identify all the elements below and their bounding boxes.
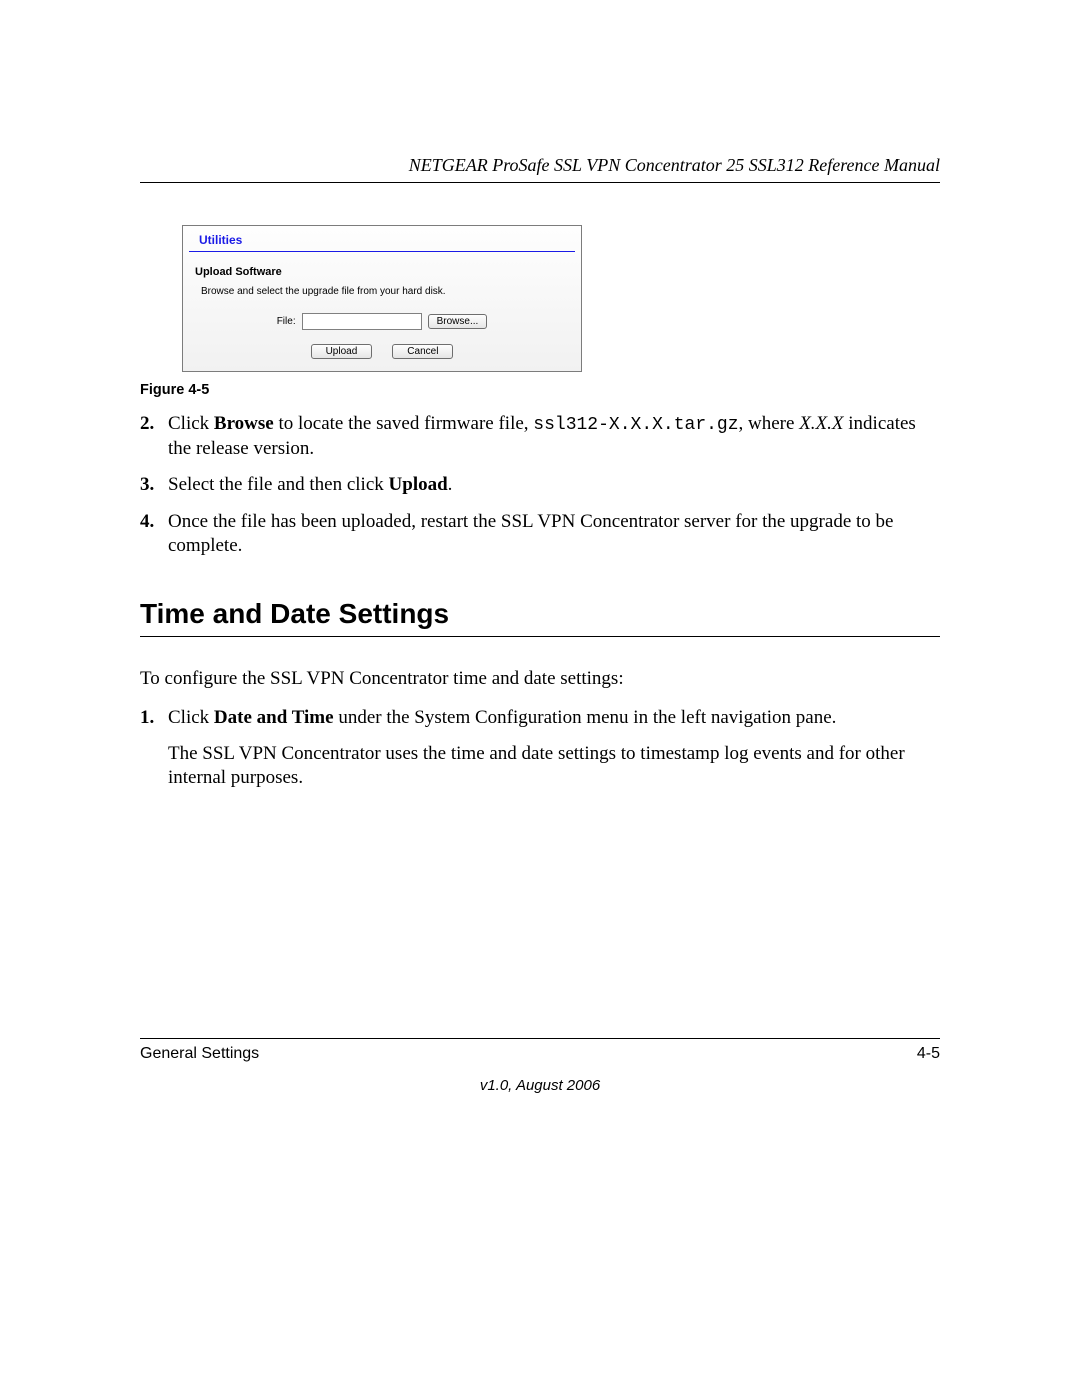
cancel-button[interactable]: Cancel xyxy=(392,344,453,359)
text: Once the file has been uploaded, restart… xyxy=(168,511,893,556)
italic-text: X.X.X xyxy=(799,413,843,434)
text: . xyxy=(448,474,453,495)
list-number: 3. xyxy=(140,473,168,497)
bold-text: Upload xyxy=(389,474,448,495)
text: Click xyxy=(168,707,214,728)
browse-button[interactable]: Browse... xyxy=(428,314,488,329)
list-text: Click Browse to locate the saved firmwar… xyxy=(168,412,940,461)
utilities-panel: Utilities Upload Software Browse and sel… xyxy=(182,225,582,372)
text: Select the file and then click xyxy=(168,474,389,495)
steps-list-a: 2. Click Browse to locate the saved firm… xyxy=(140,412,940,558)
section-heading: Time and Date Settings xyxy=(140,598,940,637)
panel-description: Browse and select the upgrade file from … xyxy=(183,282,581,311)
file-input[interactable] xyxy=(302,313,422,330)
page-footer: General Settings 4-5 v1.0, August 2006 xyxy=(140,1038,940,1094)
list-item: 2. Click Browse to locate the saved firm… xyxy=(140,412,940,461)
footer-row: General Settings 4-5 xyxy=(140,1038,940,1063)
file-label: File: xyxy=(277,316,296,327)
panel-subtitle: Upload Software xyxy=(183,252,581,282)
mono-text: ssl312-X.X.X.tar.gz xyxy=(533,415,738,435)
text: , where xyxy=(739,413,800,434)
list-number: 2. xyxy=(140,412,168,461)
list-item: 1. Click Date and Time under the System … xyxy=(140,706,940,730)
upload-button[interactable]: Upload xyxy=(311,344,373,359)
list-text: Click Date and Time under the System Con… xyxy=(168,706,940,730)
panel-actions: Upload Cancel xyxy=(183,340,581,371)
figure-caption: Figure 4-5 xyxy=(140,382,940,398)
text: under the System Configuration menu in t… xyxy=(334,707,837,728)
footer-left: General Settings xyxy=(140,1045,259,1063)
running-header: NETGEAR ProSafe SSL VPN Concentrator 25 … xyxy=(140,155,940,183)
list-item: 4. Once the file has been uploaded, rest… xyxy=(140,510,940,559)
footer-right: 4-5 xyxy=(917,1045,940,1063)
intro-paragraph: To configure the SSL VPN Concentrator ti… xyxy=(140,667,940,691)
panel-title: Utilities xyxy=(189,226,575,252)
list-item: 3. Select the file and then click Upload… xyxy=(140,473,940,497)
text: to locate the saved firmware file, xyxy=(274,413,534,434)
followup-paragraph: The SSL VPN Concentrator uses the time a… xyxy=(168,742,940,791)
list-text: Once the file has been uploaded, restart… xyxy=(168,510,940,559)
steps-list-b: 1. Click Date and Time under the System … xyxy=(140,706,940,730)
list-number: 4. xyxy=(140,510,168,559)
bold-text: Browse xyxy=(214,413,274,434)
footer-version: v1.0, August 2006 xyxy=(140,1077,940,1094)
text: Click xyxy=(168,413,214,434)
list-number: 1. xyxy=(140,706,168,730)
page-content: NETGEAR ProSafe SSL VPN Concentrator 25 … xyxy=(140,155,940,791)
file-row: File: Browse... xyxy=(183,311,581,340)
bold-text: Date and Time xyxy=(214,707,334,728)
list-text: Select the file and then click Upload. xyxy=(168,473,940,497)
